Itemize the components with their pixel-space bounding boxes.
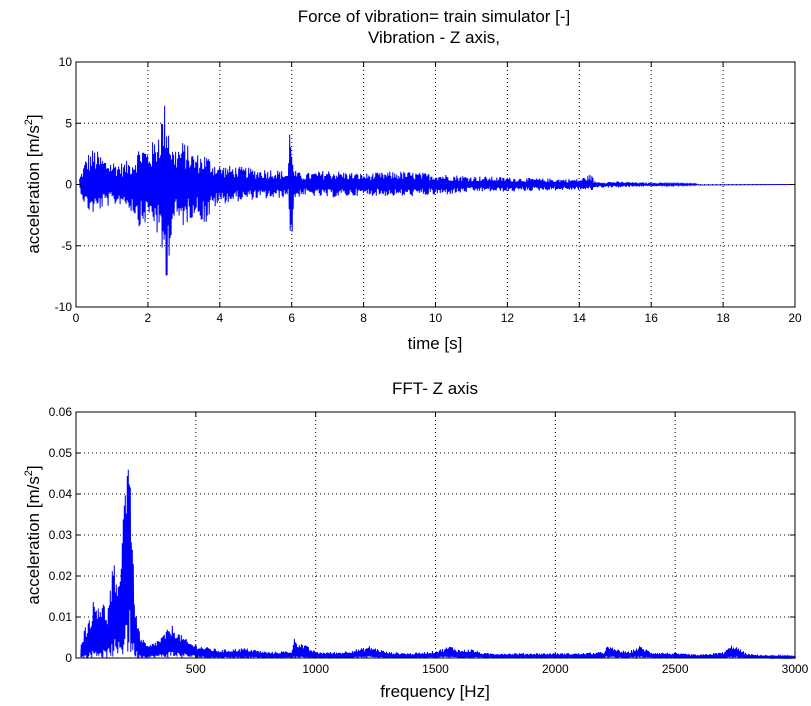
x-tick-label: 4: [216, 311, 223, 325]
y-tick-label: 10: [59, 55, 73, 69]
y-tick-label: -5: [61, 239, 72, 253]
x-tick-label: 2: [145, 311, 152, 325]
y-tick-label: -10: [55, 300, 73, 314]
bottom-plot-border: [75, 411, 796, 659]
fft-plot: FFT- Z axis 500 1000 1500 2000 2500 3000 0 0.01…: [23, 379, 809, 701]
x-tick-label: 3000: [782, 662, 809, 676]
y-tick-label: 0.05: [49, 446, 73, 460]
x-tick-label: 2500: [662, 662, 689, 676]
bottom-tick-labels: 500 1000 1500 2000 2500 3000 0 0.01 0.02 0.03 0.04…: [49, 405, 809, 676]
y-tick-label: 0.03: [49, 528, 73, 542]
x-tick-label: 6: [288, 311, 295, 325]
y-tick-label: 0.02: [49, 569, 73, 583]
bottom-chart-title: FFT- Z axis: [392, 379, 478, 398]
bottom-y-axis-label: acceleration [m/s2]: [23, 465, 43, 604]
y-tick-label: 0.06: [49, 405, 73, 419]
y-tick-label: 0.04: [49, 487, 73, 501]
fft-spectrum-trace: [80, 469, 796, 660]
x-tick-label: 16: [645, 311, 659, 325]
x-tick-label: 1000: [302, 662, 329, 676]
y-tick-label: 0.01: [49, 610, 73, 624]
x-tick-label: 12: [501, 311, 515, 325]
top-grid: [76, 62, 795, 307]
top-y-axis-label: acceleration [m/s2]: [23, 114, 43, 253]
y-tick-label: 5: [65, 116, 72, 130]
y-tick-label: 0: [65, 178, 72, 192]
x-tick-label: 500: [186, 662, 206, 676]
x-tick-label: 1500: [422, 662, 449, 676]
time-signal-trace: [79, 105, 796, 276]
x-tick-label: 8: [360, 311, 367, 325]
x-tick-label: 0: [73, 311, 80, 325]
x-tick-label: 14: [573, 311, 587, 325]
top-plot-border: [75, 61, 796, 308]
x-tick-label: 10: [429, 311, 443, 325]
y-tick-label: 0: [65, 651, 72, 665]
time-domain-plot: Force of vibration= train simulator [-] …: [23, 7, 802, 353]
top-chart-title-line-2: Vibration - Z axis,: [368, 28, 500, 47]
bottom-x-axis-label: frequency [Hz]: [380, 682, 490, 701]
bottom-grid: [76, 412, 795, 658]
top-chart-title-line-1: Force of vibration= train simulator [-]: [298, 7, 571, 26]
x-tick-label: 2000: [542, 662, 569, 676]
x-tick-label: 18: [716, 311, 730, 325]
x-tick-label: 20: [788, 311, 802, 325]
top-x-axis-label: time [s]: [408, 334, 463, 353]
